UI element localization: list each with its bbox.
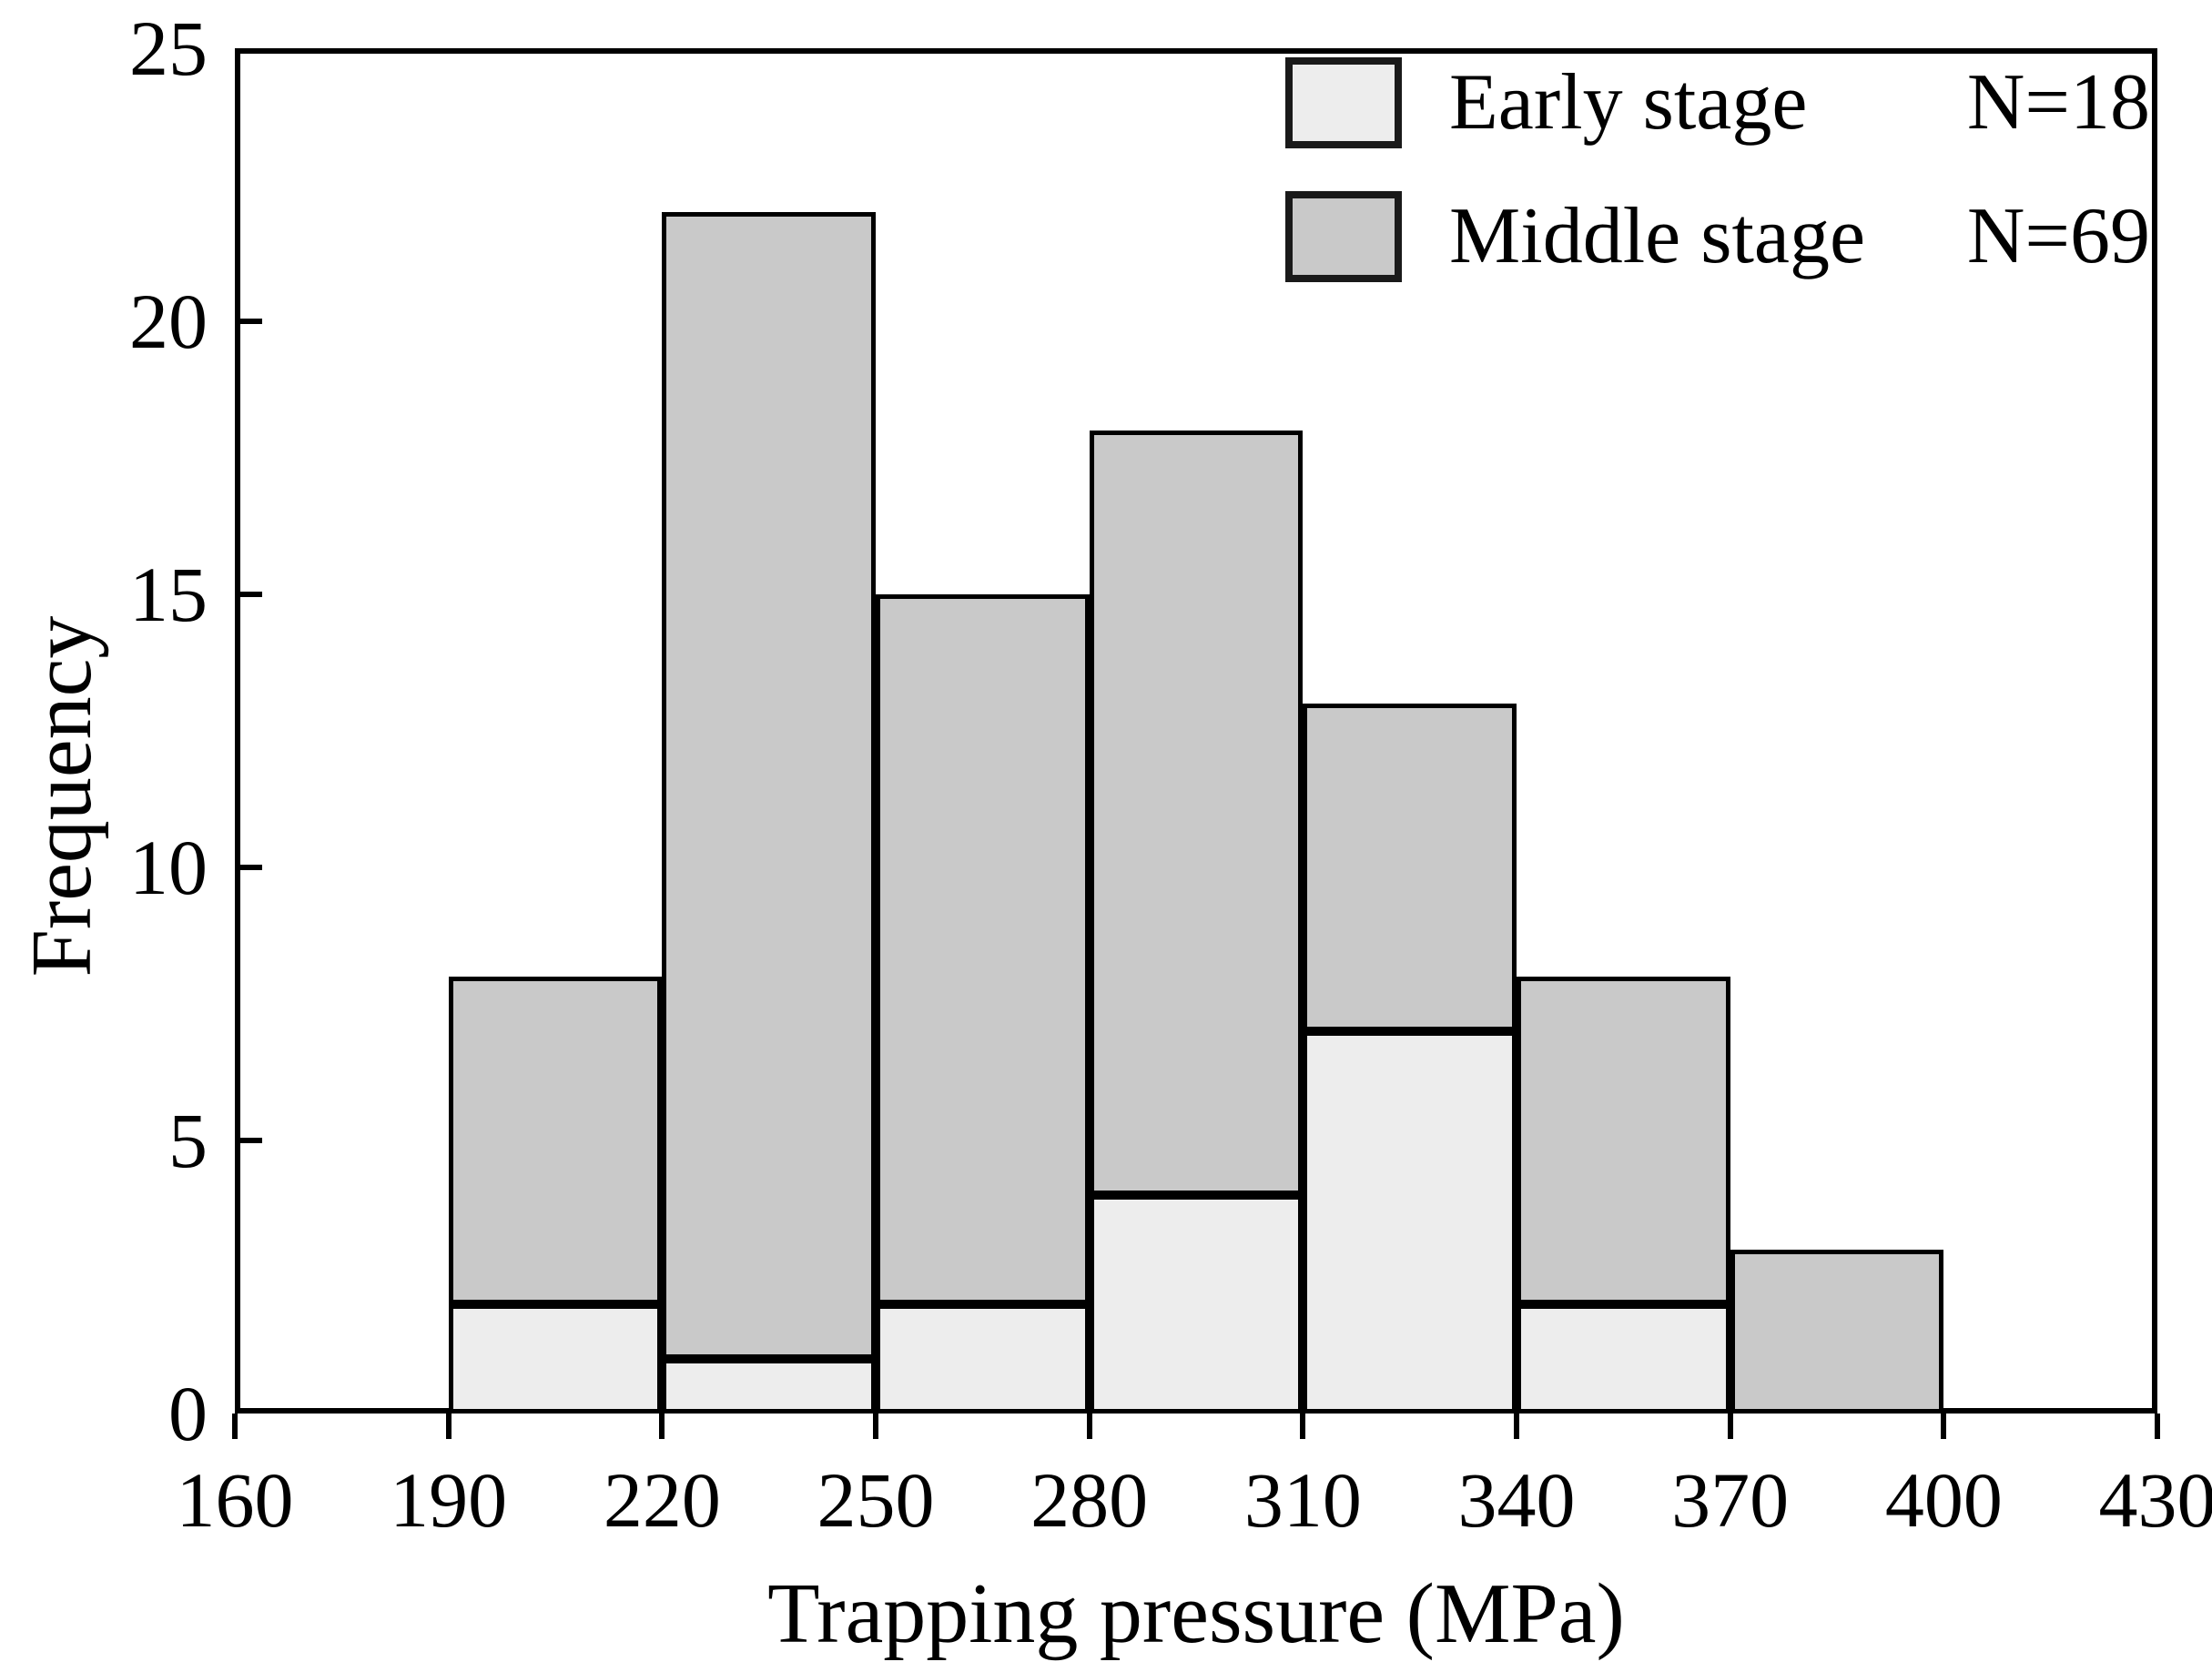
x-tick-250 — [873, 1414, 878, 1439]
x-tick-280 — [1086, 1414, 1092, 1439]
x-tick-label-430: 430 — [2098, 1456, 2212, 1544]
x-tick-label-340: 340 — [1457, 1456, 1576, 1544]
bar-segment-middle-stage-220-250 — [662, 212, 876, 1359]
y-tick-20 — [238, 319, 262, 324]
x-tick-190 — [445, 1414, 452, 1439]
y-tick-label-25: 25 — [129, 5, 208, 92]
y-tick-label-20: 20 — [129, 278, 208, 365]
x-tick-label-280: 280 — [1030, 1456, 1149, 1544]
x-axis-title: Trapping pressure (MPa) — [767, 1566, 1625, 1661]
legend-swatch-middle-stage — [1285, 191, 1402, 282]
x-tick-label-250: 250 — [817, 1456, 935, 1544]
x-tick-400 — [1941, 1414, 1947, 1439]
legend-item-middle-stage: Middle stage N=69 — [1285, 184, 2150, 289]
y-tick-15 — [238, 592, 262, 597]
y-tick-label-15: 15 — [129, 551, 208, 638]
x-tick-label-160: 160 — [176, 1456, 294, 1544]
y-tick-label-10: 10 — [129, 824, 208, 911]
y-tick-5 — [238, 1138, 262, 1143]
x-tick-label-190: 190 — [390, 1456, 508, 1544]
bar-segment-early-stage-340-370 — [1517, 1304, 1730, 1414]
bar-segment-early-stage-220-250 — [662, 1359, 876, 1414]
x-tick-label-310: 310 — [1243, 1456, 1362, 1544]
bar-segment-early-stage-250-280 — [876, 1304, 1090, 1414]
bar-segment-middle-stage-250-280 — [876, 594, 1090, 1304]
y-axis-title: Frequency — [15, 615, 109, 978]
y-tick-label-5: 5 — [168, 1097, 208, 1184]
x-tick-label-220: 220 — [603, 1456, 721, 1544]
bar-segment-middle-stage-190-220 — [448, 977, 663, 1304]
legend-label-middle-stage: Middle stage — [1449, 192, 1866, 280]
x-tick-370 — [1727, 1414, 1733, 1439]
x-tick-430 — [2155, 1414, 2160, 1439]
bar-segment-middle-stage-280-310 — [1089, 431, 1304, 1195]
bar-segment-middle-stage-310-340 — [1303, 704, 1517, 1031]
x-tick-340 — [1514, 1414, 1519, 1439]
bar-segment-early-stage-310-340 — [1303, 1031, 1517, 1414]
x-tick-310 — [1300, 1414, 1306, 1439]
y-tick-label-0: 0 — [168, 1370, 208, 1457]
legend-swatch-early-stage — [1285, 57, 1402, 148]
x-tick-label-400: 400 — [1884, 1456, 2003, 1544]
x-tick-label-370: 370 — [1671, 1456, 1790, 1544]
legend-count-early-stage: N=18 — [1966, 58, 2150, 147]
bar-segment-early-stage-190-220 — [448, 1304, 663, 1414]
bar-segment-middle-stage-340-370 — [1517, 977, 1730, 1304]
x-tick-160 — [232, 1414, 238, 1439]
legend-item-early-stage: Early stage N=18 — [1285, 50, 2150, 156]
bar-segment-early-stage-280-310 — [1089, 1195, 1304, 1414]
x-tick-220 — [659, 1414, 665, 1439]
legend-count-middle-stage: N=69 — [1966, 192, 2150, 280]
legend-label-early-stage: Early stage — [1449, 58, 1808, 147]
y-tick-10 — [238, 865, 262, 870]
bar-segment-middle-stage-370-400 — [1730, 1250, 1944, 1414]
